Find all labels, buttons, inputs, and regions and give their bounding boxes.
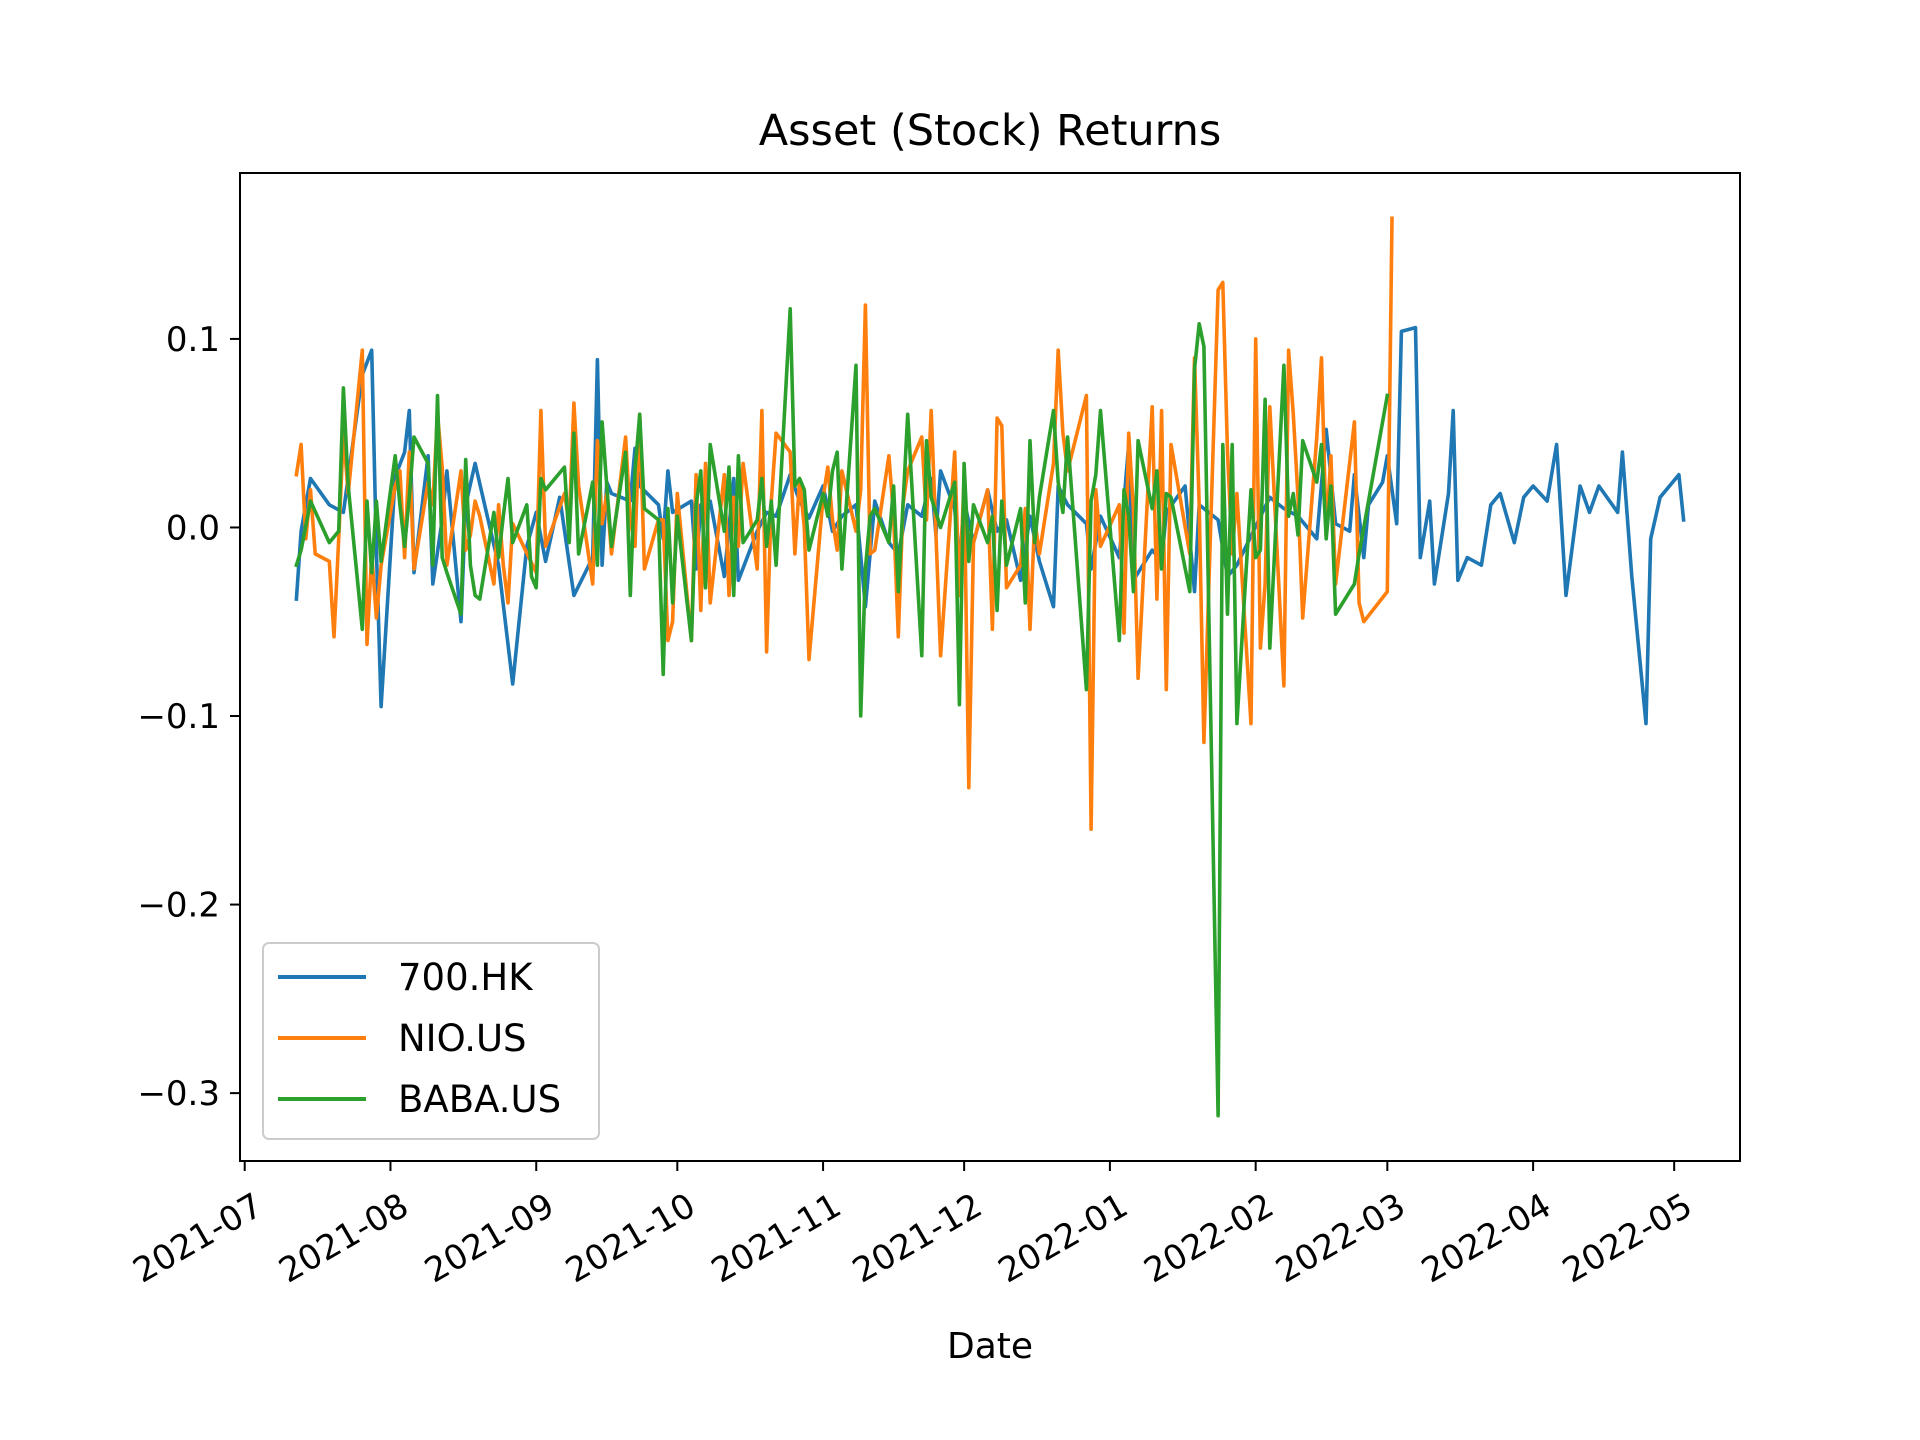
x-axis-title: Date <box>947 1326 1033 1367</box>
y-tick-label: 0.1 <box>166 320 220 360</box>
y-tick-label: 0.0 <box>166 508 220 548</box>
y-tick-label: −0.3 <box>137 1074 220 1114</box>
legend: 700.HK NIO.US BABA.US <box>262 942 600 1140</box>
series-layer <box>294 216 1686 1118</box>
plot-frame <box>239 172 1741 1162</box>
chart-title: Asset (Stock) Returns <box>759 106 1222 156</box>
legend-label: BABA.US <box>398 1078 561 1121</box>
legend-label: 700.HK <box>398 956 534 999</box>
y-tick-label: −0.1 <box>137 697 220 737</box>
y-axis: 0.1 0.0 −0.1 −0.2 −0.3 <box>137 320 240 1114</box>
legend-entries: 700.HK NIO.US BABA.US <box>278 956 561 1121</box>
legend-box <box>262 942 600 1140</box>
series-line-baba-us <box>294 306 1390 1118</box>
y-tick-label: −0.2 <box>137 886 220 926</box>
legend-label: NIO.US <box>398 1017 527 1060</box>
